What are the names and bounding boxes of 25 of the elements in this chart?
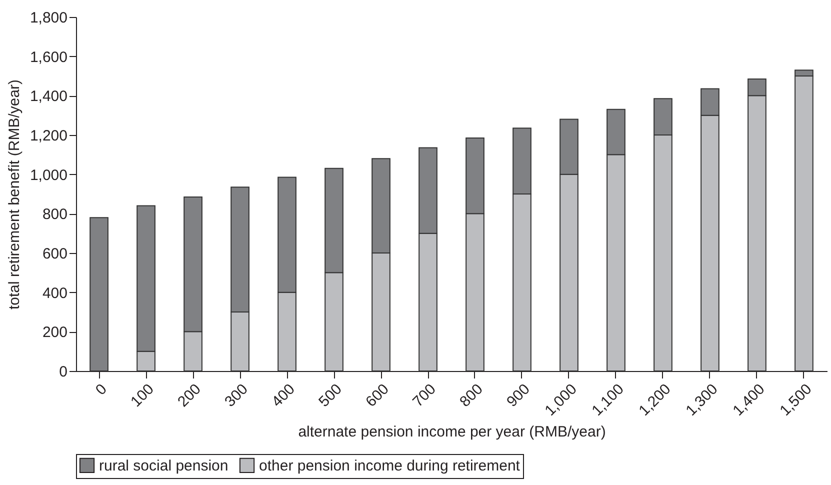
y-tick-label: 800 [42,206,68,224]
y-tick-label: 1,800 [30,10,68,26]
x-tick-label: 0 [92,380,110,399]
y-tick-label: 1,400 [30,88,68,106]
legend-label: other pension income during retirement [259,457,521,474]
legend-label: rural social pension [99,457,228,474]
y-tick-label: 1,000 [30,166,68,184]
x-tick-label: 200 [174,380,204,411]
x-tick-label: 700 [410,380,440,411]
y-tick-label: 400 [42,284,68,302]
x-tick-label: 300 [222,380,252,411]
y-axis-title: total retirement benefit (RMB/year) [6,79,23,310]
x-tick-label: 100 [128,380,158,411]
x-tick-label: 900 [504,380,534,411]
y-tick-label: 600 [42,246,68,262]
y-tick-label: 1,200 [30,128,68,144]
x-tick-label: 400 [268,380,298,411]
y-tick-label: 1,600 [30,48,68,66]
y-tick-label: 0 [59,364,68,380]
x-axis-title: alternate pension income per year (RMB/year) [298,424,606,441]
x-tick-label: 600 [362,380,392,411]
x-tick-label: 500 [316,380,346,411]
bar [90,217,108,372]
x-tick-label: 800 [456,380,486,411]
y-tick-label: 200 [42,324,68,342]
